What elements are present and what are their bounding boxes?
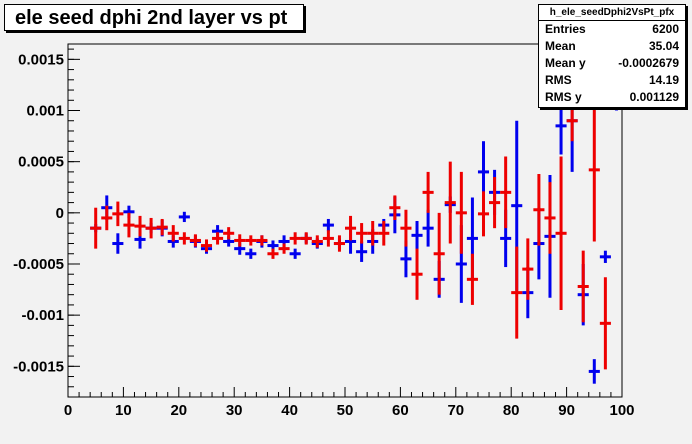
data-point-red xyxy=(411,248,423,300)
x-tick-label: 80 xyxy=(503,402,520,419)
data-point-blue xyxy=(356,241,368,262)
x-tick-label: 30 xyxy=(226,402,243,419)
data-point-blue xyxy=(322,218,334,232)
data-point-red xyxy=(477,191,490,237)
plot-area xyxy=(67,43,623,398)
x-tick-label: 0 xyxy=(64,402,72,419)
data-point-red xyxy=(189,234,201,247)
stats-histogram-name: h_ele_seedDphi2VsPt_pfx xyxy=(539,5,685,21)
y-tick-label: 0.0015 xyxy=(18,51,64,68)
data-point-blue xyxy=(245,248,257,259)
x-tick-label: 90 xyxy=(558,402,575,419)
stats-row-rms-y: RMS y 0.001129 xyxy=(539,89,685,106)
data-point-red xyxy=(544,182,556,254)
x-tick-label: 70 xyxy=(447,402,464,419)
data-point-red xyxy=(200,239,213,252)
data-point-red xyxy=(455,171,467,254)
data-point-red xyxy=(178,232,190,245)
data-point-red xyxy=(489,177,501,229)
data-point-red xyxy=(90,207,102,249)
data-point-red xyxy=(444,161,456,244)
data-point-red xyxy=(555,156,567,311)
stats-value: -0.0002679 xyxy=(618,56,679,70)
data-point-red xyxy=(145,217,157,239)
y-tick-label: 0.0005 xyxy=(18,154,64,171)
data-point-red xyxy=(333,235,345,252)
stats-row-entries: Entries 6200 xyxy=(539,21,685,38)
chart-title: ele seed dphi 2nd layer vs pt xyxy=(4,4,304,31)
stats-row-mean-y: Mean y -0.0002679 xyxy=(539,55,685,72)
series-layer xyxy=(90,49,622,384)
data-point-red xyxy=(267,248,279,259)
x-tick-label: 100 xyxy=(609,402,634,419)
y-tick-label: -0.0015 xyxy=(13,358,64,375)
data-point-red xyxy=(212,232,224,245)
data-point-red xyxy=(345,215,357,241)
data-point-red xyxy=(311,235,323,248)
y-tick-label: -0.0005 xyxy=(13,256,64,273)
x-tick-label: 20 xyxy=(170,402,187,419)
data-point-red xyxy=(156,218,168,236)
data-point-red xyxy=(278,243,290,254)
stats-label: Mean xyxy=(545,39,576,53)
data-point-blue xyxy=(588,359,600,384)
data-point-red xyxy=(389,195,401,220)
data-point-red xyxy=(167,225,179,242)
data-point-red xyxy=(234,234,246,247)
stats-label: RMS xyxy=(545,73,572,87)
data-point-blue xyxy=(178,211,190,223)
data-point-red xyxy=(588,98,600,242)
x-tick-label: 10 xyxy=(115,402,132,419)
data-point-red xyxy=(245,235,257,246)
data-point-red xyxy=(522,238,534,300)
data-point-red xyxy=(500,156,512,229)
x-tick-label: 60 xyxy=(392,402,409,419)
data-point-blue xyxy=(599,250,611,263)
y-tick-label: -0.001 xyxy=(21,307,64,324)
data-point-blue xyxy=(411,221,423,250)
data-point-red xyxy=(400,209,412,247)
x-tick-label: 40 xyxy=(281,402,298,419)
stats-value: 0.001129 xyxy=(629,90,679,104)
stats-box: h_ele_seedDphi2VsPt_pfx Entries 6200 Mea… xyxy=(538,4,686,108)
data-point-red xyxy=(466,253,478,305)
data-point-red xyxy=(123,212,135,238)
stats-value: 14.19 xyxy=(648,73,679,87)
stats-row-rms: RMS 14.19 xyxy=(539,72,685,89)
data-point-blue xyxy=(289,248,301,259)
data-point-blue xyxy=(422,209,434,247)
y-tick-label: 0.001 xyxy=(26,103,64,120)
data-point-red xyxy=(433,212,445,295)
stats-label: RMS y xyxy=(545,90,582,104)
data-point-red xyxy=(300,232,312,245)
stats-value: 35.04 xyxy=(648,39,679,53)
data-point-red xyxy=(422,171,434,213)
data-point-red xyxy=(322,230,334,247)
data-point-red xyxy=(289,232,301,245)
data-point-blue xyxy=(112,233,124,254)
data-point-red xyxy=(533,173,545,246)
data-point-red xyxy=(577,250,589,323)
data-point-red xyxy=(367,221,379,246)
stats-row-mean: Mean 35.04 xyxy=(539,38,685,55)
data-point-red xyxy=(599,277,611,370)
data-point-red xyxy=(356,223,368,244)
axis-layer: 0 10 20 30 40 50 60 70 80 90 100 -0.0015 -0.001 -0.00… xyxy=(13,48,635,419)
data-point-red xyxy=(511,246,523,339)
chart-title-text: ele seed dphi 2nd layer vs pt xyxy=(15,7,288,29)
stats-label: Entries xyxy=(545,22,586,36)
data-point-red xyxy=(256,235,268,246)
x-tick-label: 50 xyxy=(337,402,354,419)
y-tick-label: 0 xyxy=(56,205,64,222)
stats-label: Mean y xyxy=(545,56,586,70)
data-point-red xyxy=(134,215,146,237)
data-point-red xyxy=(101,205,113,231)
data-point-red xyxy=(112,201,124,227)
data-point-red xyxy=(223,227,235,240)
stats-value: 6200 xyxy=(652,22,679,36)
data-point-red xyxy=(378,221,390,246)
